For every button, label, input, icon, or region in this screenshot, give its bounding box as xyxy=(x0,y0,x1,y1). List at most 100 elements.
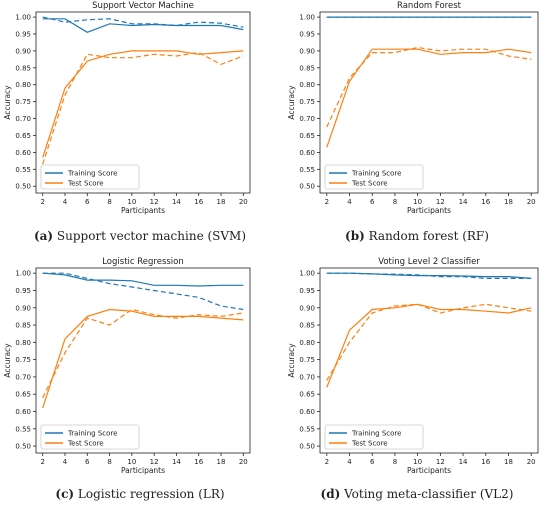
y-tick-label: 0.90 xyxy=(299,47,315,55)
y-tick-label: 0.75 xyxy=(15,98,31,106)
chart-title: Random Forest xyxy=(397,1,462,11)
y-tick-label: 0.80 xyxy=(299,339,315,347)
x-tick-label: 20 xyxy=(527,198,536,206)
x-tick-label: 4 xyxy=(63,458,68,466)
y-tick-label: 0.95 xyxy=(15,287,31,295)
validation-line-dashed xyxy=(42,51,244,165)
legend-label: Training Score xyxy=(351,170,401,178)
x-tick-label: 8 xyxy=(107,458,111,466)
y-tick-label: 0.60 xyxy=(299,408,315,416)
y-tick-label: 0.70 xyxy=(299,373,315,381)
x-tick-label: 18 xyxy=(217,198,226,206)
x-tick-label: 10 xyxy=(127,198,136,206)
legend-label: Training Score xyxy=(67,170,117,178)
y-tick-label: 0.55 xyxy=(299,166,315,174)
x-tick-label: 6 xyxy=(85,198,90,206)
y-tick-label: 0.60 xyxy=(15,149,31,157)
y-axis-label: Accuracy xyxy=(287,343,296,378)
y-tick-label: 0.50 xyxy=(299,443,315,451)
validation-line-dashed xyxy=(326,303,532,381)
figure-caption: (a) Support vector machine (SVM) xyxy=(34,229,246,243)
legend-label: Test Score xyxy=(67,440,104,448)
x-tick-label: 10 xyxy=(413,458,422,466)
chart-title: Support Vector Machine xyxy=(92,1,194,11)
y-tick-label: 0.55 xyxy=(15,166,31,174)
x-tick-label: 18 xyxy=(504,198,513,206)
x-tick-label: 12 xyxy=(150,458,159,466)
y-tick-label: 0.75 xyxy=(15,356,31,364)
legend-label: Training Score xyxy=(67,430,117,438)
x-tick-label: 16 xyxy=(194,458,203,466)
x-tick-label: 10 xyxy=(413,198,422,206)
y-tick-label: 0.70 xyxy=(299,115,315,123)
caption-text: Voting meta-classifier (VL2) xyxy=(340,487,513,501)
figure-caption: (b) Random forest (RF) xyxy=(345,229,489,243)
y-tick-label: 0.50 xyxy=(299,183,315,191)
x-tick-label: 2 xyxy=(40,458,44,466)
x-tick-label: 8 xyxy=(393,458,397,466)
y-tick-label: 0.55 xyxy=(299,425,315,433)
test-score-line xyxy=(326,48,532,148)
y-tick-label: 0.90 xyxy=(15,47,31,55)
caption-letter: (a) xyxy=(34,229,53,243)
caption-letter: (b) xyxy=(345,229,365,243)
legend-label: Test Score xyxy=(67,180,104,188)
y-tick-label: 1.00 xyxy=(299,270,315,278)
y-tick-label: 0.75 xyxy=(299,98,315,106)
plot-frame xyxy=(35,11,251,194)
x-axis-label: Participants xyxy=(121,206,165,215)
chart-logistic-regression: Logistic Regression 0.50 0.55 0.60 0.65 0.70 0… xyxy=(3,257,251,501)
test-score-line xyxy=(42,50,244,158)
y-tick-label: 0.55 xyxy=(15,425,31,433)
training-score-line xyxy=(42,272,244,287)
legend-label: Test Score xyxy=(351,440,388,448)
x-tick-label: 12 xyxy=(436,198,445,206)
chart-svm: Support Vector Machine 0.50 0.55 0.60 0.65 0.… xyxy=(3,1,251,243)
y-tick-label: 0.50 xyxy=(15,183,31,191)
legend-box xyxy=(40,164,140,190)
chart-random-forest: Random Forest 0.50 0.55 0.60 0.65 0.70 0.75 0.8… xyxy=(287,1,539,243)
validation-line-dashed xyxy=(42,16,244,28)
y-tick-label: 0.70 xyxy=(15,115,31,123)
legend-box xyxy=(324,424,424,450)
x-tick-label: 20 xyxy=(527,458,536,466)
x-tick-label: 12 xyxy=(436,458,445,466)
y-axis-label: Accuracy xyxy=(3,343,12,378)
x-axis-label: Participants xyxy=(407,206,451,215)
y-tick-label: 0.65 xyxy=(15,391,31,399)
y-axis-label: Accuracy xyxy=(287,85,296,120)
x-tick-label: 20 xyxy=(239,198,248,206)
y-tick-label: 1.00 xyxy=(299,14,315,22)
plot-frame xyxy=(319,11,539,194)
training-score-line xyxy=(326,272,532,279)
training-score-line xyxy=(42,18,244,33)
y-tick-label: 0.50 xyxy=(15,443,31,451)
y-tick-label: 0.60 xyxy=(15,408,31,416)
x-tick-label: 20 xyxy=(239,458,248,466)
x-tick-label: 14 xyxy=(172,198,181,206)
x-tick-label: 4 xyxy=(63,198,68,206)
chart-voting-level2: Voting Level 2 Classifier 0.50 0.55 0.60 0.6… xyxy=(287,257,539,501)
caption-text: Logistic regression (LR) xyxy=(74,487,225,501)
caption-text: Random forest (RF) xyxy=(365,229,489,243)
x-tick-label: 14 xyxy=(172,458,181,466)
y-tick-label: 0.65 xyxy=(299,132,315,140)
legend-label: Test Score xyxy=(351,180,388,188)
y-tick-label: 0.95 xyxy=(299,30,315,38)
legend-box xyxy=(324,164,424,190)
y-tick-label: 0.95 xyxy=(299,287,315,295)
x-tick-label: 14 xyxy=(459,458,468,466)
x-tick-label: 2 xyxy=(325,458,329,466)
x-axis-label: Participants xyxy=(121,466,165,475)
x-tick-label: 4 xyxy=(347,198,352,206)
caption-letter: (d) xyxy=(321,487,341,501)
x-tick-label: 6 xyxy=(85,458,90,466)
caption-letter: (c) xyxy=(55,487,74,501)
y-tick-label: 0.80 xyxy=(299,81,315,89)
x-tick-label: 8 xyxy=(393,198,397,206)
y-tick-label: 0.65 xyxy=(15,132,31,140)
y-tick-label: 0.95 xyxy=(15,30,31,38)
validation-line-dashed xyxy=(326,46,532,128)
y-tick-label: 0.65 xyxy=(299,391,315,399)
